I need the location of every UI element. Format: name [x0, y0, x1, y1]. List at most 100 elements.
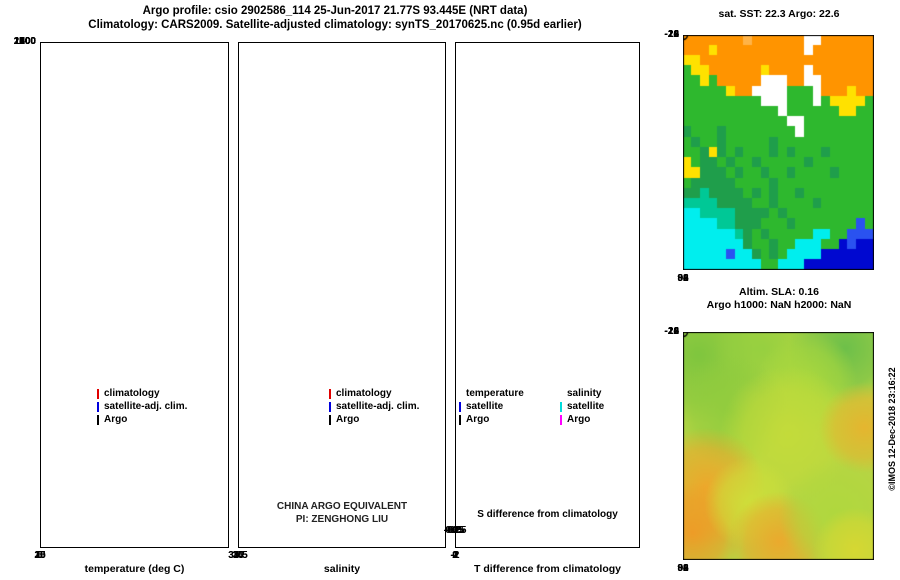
depth-y-tick: 400 — [19, 36, 36, 47]
legend-spacer — [560, 389, 562, 399]
legend-row: Argo — [560, 413, 604, 426]
map-lat-tick: -18 — [664, 326, 679, 337]
legend-row: temperature — [459, 387, 524, 400]
legend-line-marker — [459, 401, 461, 412]
tdiff-x-tick: -1 — [450, 550, 460, 561]
map-lat-tick: -18 — [664, 29, 679, 40]
figure-title-line1: Argo profile: csio 2902586_114 25-Jun-20… — [142, 5, 528, 17]
temperature-profile-chart — [40, 42, 229, 548]
legend-label: Argo — [466, 414, 490, 425]
map-lat-tick: -20 — [664, 29, 679, 40]
legend-label: climatology — [336, 388, 392, 399]
map-lon-tick: 90 — [677, 273, 689, 284]
map-lat-tick: -24 — [664, 326, 679, 337]
depth-y-tick: 500 — [19, 36, 36, 47]
sal-x-tick: 34 — [232, 550, 244, 561]
sdiff-x-tick: 0.5 — [448, 525, 462, 536]
map-lon-tick: 96 — [677, 563, 689, 574]
legend-row: climatology — [329, 387, 419, 400]
s-difference-axis-label: S difference from climatology — [477, 509, 618, 520]
map-lon-tick: 92 — [677, 273, 689, 284]
legend-row: satellite-adj. clim. — [97, 400, 187, 413]
tdiff-x-tick: -2 — [450, 550, 460, 561]
map-lon-tick: 96 — [677, 273, 689, 284]
map-lon-tick: 88 — [677, 563, 689, 574]
legend-line-marker — [459, 414, 461, 425]
sal-x-tick: 34.5 — [228, 550, 248, 561]
map-lat-tick: -16 — [664, 29, 679, 40]
legend-label: satellite-adj. clim. — [104, 401, 188, 412]
temp-x-tick: 10 — [34, 550, 46, 561]
depth-y-tick: 1000 — [13, 36, 36, 47]
depth-y-tick: 100 — [19, 36, 36, 47]
legend-row: climatology — [97, 387, 187, 400]
depth-y-tick: 1500 — [13, 36, 36, 47]
depth-y-tick: 800 — [19, 36, 36, 47]
depth-y-tick: 1600 — [13, 36, 36, 47]
legend-label: temperature — [466, 388, 524, 399]
legend-row: satellite — [459, 400, 524, 413]
legend-label: Argo — [104, 414, 128, 425]
map-lon-tick: 94 — [677, 563, 689, 574]
depth-y-tick: 1300 — [13, 36, 36, 47]
legend-label: satellite — [567, 401, 605, 412]
map-lon-tick: 92 — [677, 563, 689, 574]
figure-title-line2: Climatology: CARS2009. Satellite-adjuste… — [88, 19, 582, 31]
argo-heights-label: Argo h1000: NaN h2000: NaN — [706, 299, 852, 311]
t-difference-axis-label: T difference from climatology — [473, 563, 622, 575]
imos-watermark: ©IMOS 12-Dec-2018 23:16:22 — [887, 367, 897, 491]
depth-y-tick: 0 — [30, 36, 36, 47]
map-lat-tick: -20 — [664, 326, 679, 337]
legend-row: satellite-adj. clim. — [329, 400, 419, 413]
map-lon-tick: 94 — [677, 273, 689, 284]
legend-label: satellite-adj. clim. — [336, 401, 420, 412]
difference-legend-temperature: temperature satellite Argo — [459, 387, 524, 426]
tdiff-x-tick: 1 — [452, 550, 458, 561]
china-argo-note-line1: CHINA ARGO EQUIVALENT — [276, 501, 408, 512]
depth-y-tick: 300 — [19, 36, 36, 47]
salinity-legend: climatology satellite-adj. clim. Argo — [329, 387, 419, 426]
china-argo-note-line2: PI: ZENGHONG LIU — [295, 514, 389, 525]
legend-row: Argo — [459, 413, 524, 426]
temp-x-tick: 15 — [34, 550, 46, 561]
sst-map — [683, 35, 874, 270]
legend-line-marker — [329, 414, 331, 425]
legend-line-marker — [560, 414, 562, 425]
sdiff-x-tick: -0.5 — [446, 525, 464, 536]
difference-legend-salinity: salinity satellite Argo — [560, 387, 604, 426]
sdiff-x-tick: -0.25 — [443, 525, 467, 536]
depth-y-tick: 1200 — [13, 36, 36, 47]
map-lat-tick: -24 — [664, 29, 679, 40]
temp-x-tick: 25 — [34, 550, 46, 561]
sdiff-x-tick: 0 — [452, 525, 458, 536]
depth-y-tick: 700 — [19, 36, 36, 47]
salinity-axis-label: salinity — [323, 563, 361, 575]
legend-line-marker — [560, 401, 562, 412]
salinity-profile-chart — [238, 42, 446, 548]
map-lon-tick: 90 — [677, 563, 689, 574]
sdiff-x-tick: 0.25 — [445, 525, 465, 536]
legend-row: Argo — [329, 413, 419, 426]
depth-y-tick: 2000 — [13, 36, 36, 47]
legend-label: climatology — [104, 388, 160, 399]
map-lat-tick: -16 — [664, 326, 679, 337]
sal-x-tick: 35.5 — [228, 550, 248, 561]
legend-label: Argo — [336, 414, 360, 425]
sal-x-tick: 36 — [232, 550, 244, 561]
map-lat-tick: -22 — [664, 326, 679, 337]
legend-row: salinity — [560, 387, 604, 400]
legend-label: salinity — [567, 388, 602, 399]
tdiff-x-tick: 2 — [452, 550, 458, 561]
depth-y-tick: 1700 — [13, 36, 36, 47]
legend-line-marker — [329, 388, 331, 399]
map-lon-tick: 98 — [677, 273, 689, 284]
map-lat-tick: -22 — [664, 29, 679, 40]
legend-line-marker — [97, 414, 99, 425]
temp-x-tick: 30 — [34, 550, 46, 561]
depth-y-tick: 1400 — [13, 36, 36, 47]
depth-y-tick: 1800 — [13, 36, 36, 47]
depth-y-tick: 1900 — [13, 36, 36, 47]
difference-profile-chart — [455, 42, 640, 548]
map-lat-tick: -26 — [664, 326, 679, 337]
